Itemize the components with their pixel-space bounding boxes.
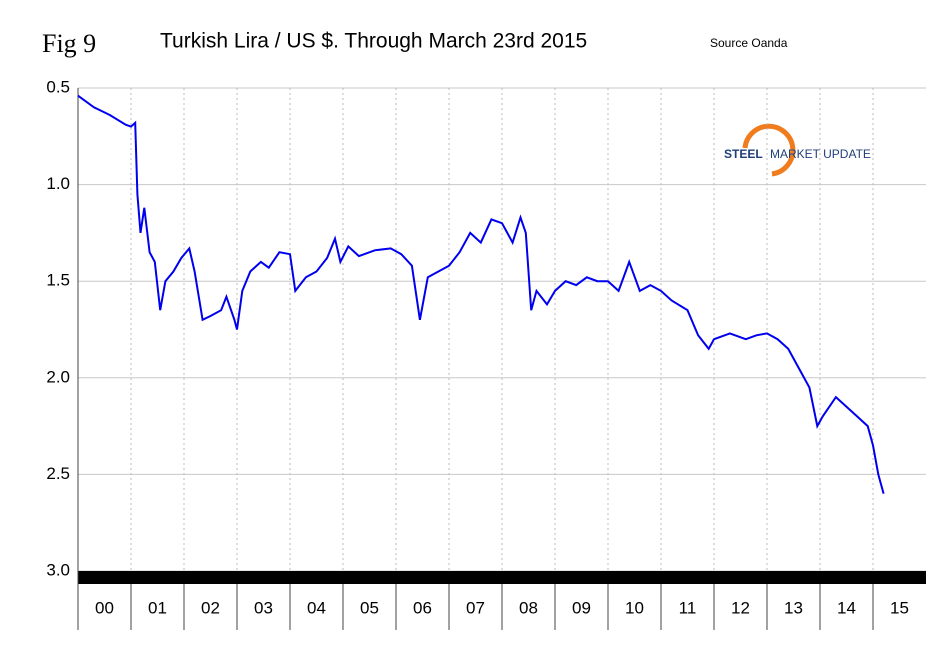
x-tick-label: 12 bbox=[731, 598, 750, 617]
x-tick-label: 13 bbox=[784, 598, 803, 617]
x-tick-label: 09 bbox=[572, 598, 591, 617]
x-tick-label: 01 bbox=[148, 598, 167, 617]
y-tick-label: 0.5 bbox=[46, 77, 70, 96]
x-tick-label: 04 bbox=[307, 598, 326, 617]
x-tick-label: 05 bbox=[360, 598, 379, 617]
logo-swoosh bbox=[742, 123, 796, 177]
x-tick-label: 14 bbox=[837, 598, 856, 617]
x-tick-label: 06 bbox=[413, 598, 432, 617]
x-tick-label: 08 bbox=[519, 598, 538, 617]
y-tick-label: 2.5 bbox=[46, 464, 70, 483]
y-tick-label: 2.0 bbox=[46, 367, 70, 386]
y-tick-label: 1.5 bbox=[46, 271, 70, 290]
x-tick-label: 03 bbox=[254, 598, 273, 617]
x-tick-label: 10 bbox=[625, 598, 644, 617]
x-tick-label: 11 bbox=[679, 598, 697, 617]
figure-label: Fig 9 bbox=[42, 29, 96, 58]
logo-bold: STEEL bbox=[724, 147, 763, 161]
axis-band bbox=[78, 571, 926, 584]
series-line bbox=[77, 94, 885, 494]
x-tick-label: 02 bbox=[201, 598, 220, 617]
x-tick-label: 15 bbox=[890, 598, 909, 617]
chart-title: Turkish Lira / US $. Through March 23rd … bbox=[160, 30, 587, 53]
x-tick-label: 07 bbox=[466, 598, 485, 617]
y-tick-label: 3.0 bbox=[46, 560, 70, 579]
x-tick-label: 00 bbox=[95, 598, 114, 617]
source-note: Source Oanda bbox=[710, 36, 788, 50]
logo: STEEL MARKET UPDATE bbox=[724, 123, 871, 177]
y-tick-label: 1.0 bbox=[46, 174, 70, 193]
